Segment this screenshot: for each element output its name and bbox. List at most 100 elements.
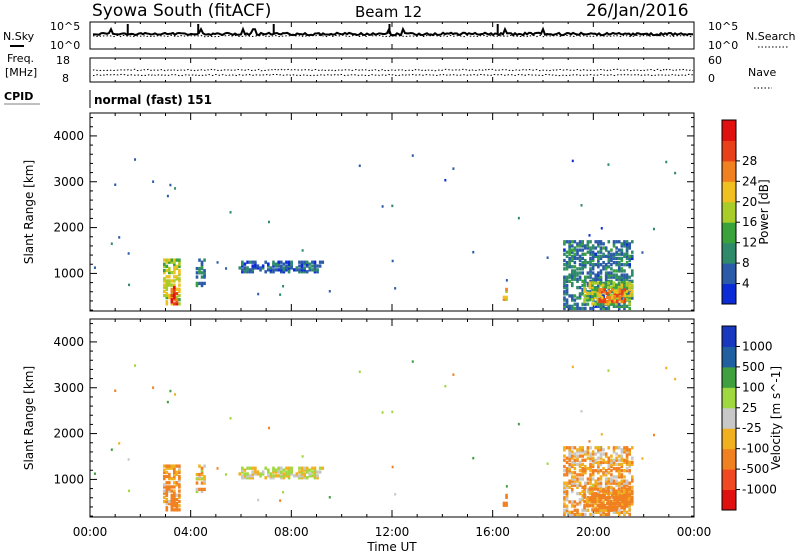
velocity-echo-cell bbox=[591, 502, 595, 506]
velocity-echo-cell bbox=[170, 504, 174, 508]
velocity-echo-cell bbox=[618, 498, 622, 502]
power-echo-cell bbox=[568, 265, 571, 269]
velocity-echo-cell bbox=[623, 448, 626, 452]
velocity-echo-cell bbox=[168, 466, 171, 470]
power-echo-cell bbox=[608, 299, 612, 304]
velocity-echo-cell bbox=[287, 470, 291, 474]
power-echo-cell bbox=[612, 273, 616, 277]
power-cbar-tick-28: 28 bbox=[742, 154, 757, 168]
velocity-echo-cell bbox=[621, 505, 624, 510]
velocity-echo-cell bbox=[612, 491, 616, 495]
velocity-echo-cell bbox=[602, 510, 605, 514]
velocity-echo-cell bbox=[641, 457, 644, 460]
power-echo-cell bbox=[612, 275, 616, 279]
power-echo-cell bbox=[203, 275, 206, 279]
power-echo-cell bbox=[617, 304, 621, 308]
power-echo-cell bbox=[565, 275, 569, 279]
velocity-echo-cell bbox=[411, 360, 414, 363]
velocity-echo-cell bbox=[243, 476, 247, 480]
velocity-echo-cell bbox=[162, 470, 166, 474]
velocity-echo-cell bbox=[573, 504, 577, 508]
power-echo-cell bbox=[568, 242, 571, 246]
x-tick-2: 08:00 bbox=[274, 525, 309, 539]
velocity-cbar-tick--25: -25 bbox=[742, 421, 762, 435]
power-echo-cell bbox=[200, 260, 204, 264]
velocity-echo-cell bbox=[576, 491, 579, 496]
velocity-echo-cell bbox=[597, 479, 600, 483]
power-cbar-tick-16: 16 bbox=[742, 215, 757, 229]
velocity-echo-cell bbox=[277, 474, 280, 478]
power-echo-cell bbox=[576, 252, 579, 256]
power-echo-cell bbox=[598, 297, 601, 302]
power-echo-cell bbox=[583, 300, 586, 304]
power-echo-cell bbox=[502, 295, 506, 299]
power-echo-cell bbox=[178, 270, 181, 275]
power-echo-cell bbox=[570, 250, 574, 254]
power-echo-cell bbox=[583, 287, 586, 291]
power-echo-cell bbox=[630, 296, 634, 300]
velocity-echo-cell bbox=[295, 474, 299, 478]
power-echo-cell bbox=[591, 267, 595, 271]
power-echo-cell bbox=[586, 246, 590, 250]
velocity-echo-cell bbox=[241, 466, 244, 470]
power-echo-cell bbox=[313, 266, 317, 270]
power-echo-cell bbox=[290, 262, 293, 266]
power-echo-cell bbox=[608, 297, 612, 302]
power-echo-cell bbox=[173, 294, 176, 298]
power-echo-cell bbox=[313, 262, 317, 266]
power-echo-cell bbox=[305, 270, 309, 274]
velocity-echo-cell bbox=[608, 501, 612, 506]
velocity-echo-cell bbox=[165, 489, 169, 493]
velocity-echo-cell bbox=[200, 477, 204, 481]
velocity-echo-cell bbox=[584, 485, 587, 489]
velocity-echo-cell bbox=[607, 456, 611, 460]
power-echo-cell bbox=[630, 293, 634, 298]
power-echo-cell bbox=[279, 266, 283, 270]
power-echo-cell bbox=[628, 283, 631, 287]
velocity-echo-cell bbox=[609, 508, 613, 512]
velocity-echo-cell bbox=[259, 472, 262, 476]
velocity-echo-cell bbox=[615, 479, 618, 483]
power-echo-cell bbox=[178, 283, 181, 287]
power-echo-cell bbox=[589, 256, 592, 261]
velocity-echo-cell bbox=[581, 512, 585, 517]
power-echo-cell bbox=[563, 296, 566, 300]
velocity-echo-cell bbox=[178, 489, 181, 493]
power-echo-cell bbox=[568, 306, 571, 311]
velocity-echo-cell bbox=[565, 481, 569, 485]
velocity-echo-cell bbox=[583, 504, 586, 508]
velocity-echo-cell bbox=[599, 454, 603, 458]
velocity-echo-cell bbox=[609, 491, 613, 495]
velocity-echo-cell bbox=[578, 500, 582, 504]
power-echo-cell bbox=[287, 262, 291, 266]
velocity-echo-cell bbox=[620, 458, 624, 462]
velocity-echo-cell bbox=[570, 475, 574, 479]
power-echo-cell bbox=[612, 283, 616, 287]
velocity-panel-ticks bbox=[89, 319, 695, 517]
power-echo-cell bbox=[114, 183, 117, 186]
power-echo-cell bbox=[599, 254, 603, 258]
velocity-echo-cell bbox=[175, 506, 179, 510]
velocity-echo-cell bbox=[251, 470, 255, 474]
velocity-echo-cell bbox=[581, 498, 585, 502]
power-echo-cell bbox=[502, 297, 506, 301]
velocity-echo-cell bbox=[628, 452, 631, 456]
power-echo-cell bbox=[203, 273, 206, 277]
power-echo-cell bbox=[589, 273, 592, 277]
velocity-echo-cell bbox=[615, 497, 618, 502]
velocity-echo-cell bbox=[570, 481, 574, 485]
power-echo-cell bbox=[581, 248, 585, 252]
power-echo-cell bbox=[277, 262, 280, 266]
power-echo-cell bbox=[563, 242, 566, 246]
power-echo-cell bbox=[618, 290, 622, 294]
power-echo-cell bbox=[597, 304, 600, 308]
power-echo-cell bbox=[628, 258, 631, 263]
velocity-echo-cell bbox=[195, 481, 199, 485]
velocity-echo-cell bbox=[200, 470, 204, 475]
power-echo-cell bbox=[303, 266, 306, 270]
power-echo-cell bbox=[586, 290, 590, 294]
power-echo-cell bbox=[599, 240, 603, 244]
velocity-colorbar-swatch-4 bbox=[722, 407, 736, 429]
velocity-echo-cell bbox=[241, 468, 244, 472]
velocity-echo-cell bbox=[162, 468, 166, 472]
